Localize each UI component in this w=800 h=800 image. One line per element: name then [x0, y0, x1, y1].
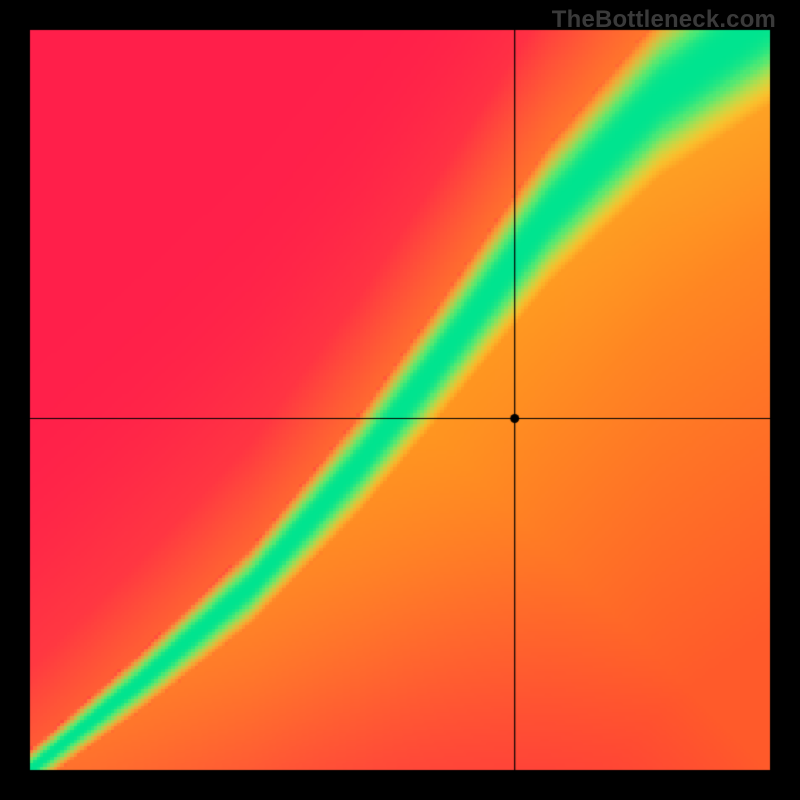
- watermark-text: TheBottleneck.com: [552, 6, 776, 34]
- bottleneck-heatmap: [0, 0, 800, 800]
- chart-container: TheBottleneck.com: [0, 0, 800, 800]
